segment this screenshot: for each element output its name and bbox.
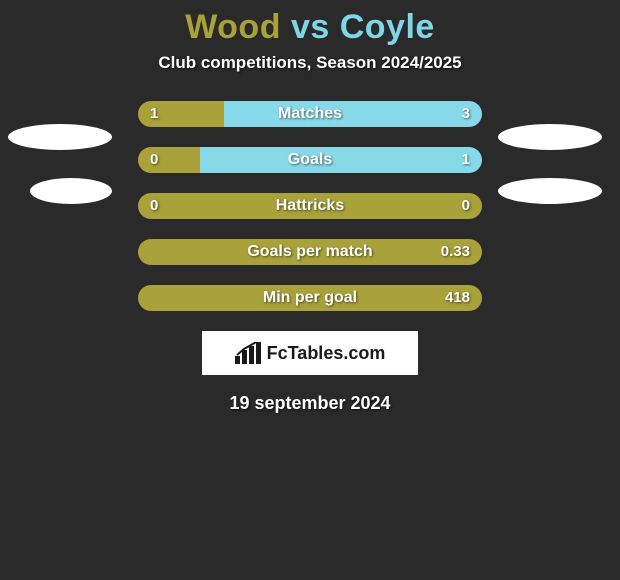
title-player1: Wood <box>185 8 281 46</box>
stat-row: 0.33Goals per match <box>138 239 482 265</box>
bars-icon <box>235 342 261 364</box>
decorative-ellipse <box>498 178 602 204</box>
brand-logo: FcTables.com <box>202 331 418 375</box>
decorative-ellipse <box>498 124 602 150</box>
decorative-ellipse <box>8 124 112 150</box>
title-player2: Coyle <box>340 8 435 46</box>
subtitle: Club competitions, Season 2024/2025 <box>0 53 620 73</box>
page-title: Wood vs Coyle <box>0 0 620 47</box>
stat-label: Goals <box>138 147 482 173</box>
stat-label: Hattricks <box>138 193 482 219</box>
stat-row: 00Hattricks <box>138 193 482 219</box>
stat-label: Goals per match <box>138 239 482 265</box>
brand-text: FcTables.com <box>267 343 386 364</box>
comparison-rows: 13Matches 01Goals 00Hattricks 0.33Goals per… <box>138 101 482 311</box>
date-text: 19 september 2024 <box>0 393 620 414</box>
stat-row: 418Min per goal <box>138 285 482 311</box>
title-vs: vs <box>291 8 330 46</box>
stat-row: 13Matches <box>138 101 482 127</box>
stat-label: Min per goal <box>138 285 482 311</box>
stat-label: Matches <box>138 101 482 127</box>
decorative-ellipse <box>30 178 112 204</box>
stat-row: 01Goals <box>138 147 482 173</box>
